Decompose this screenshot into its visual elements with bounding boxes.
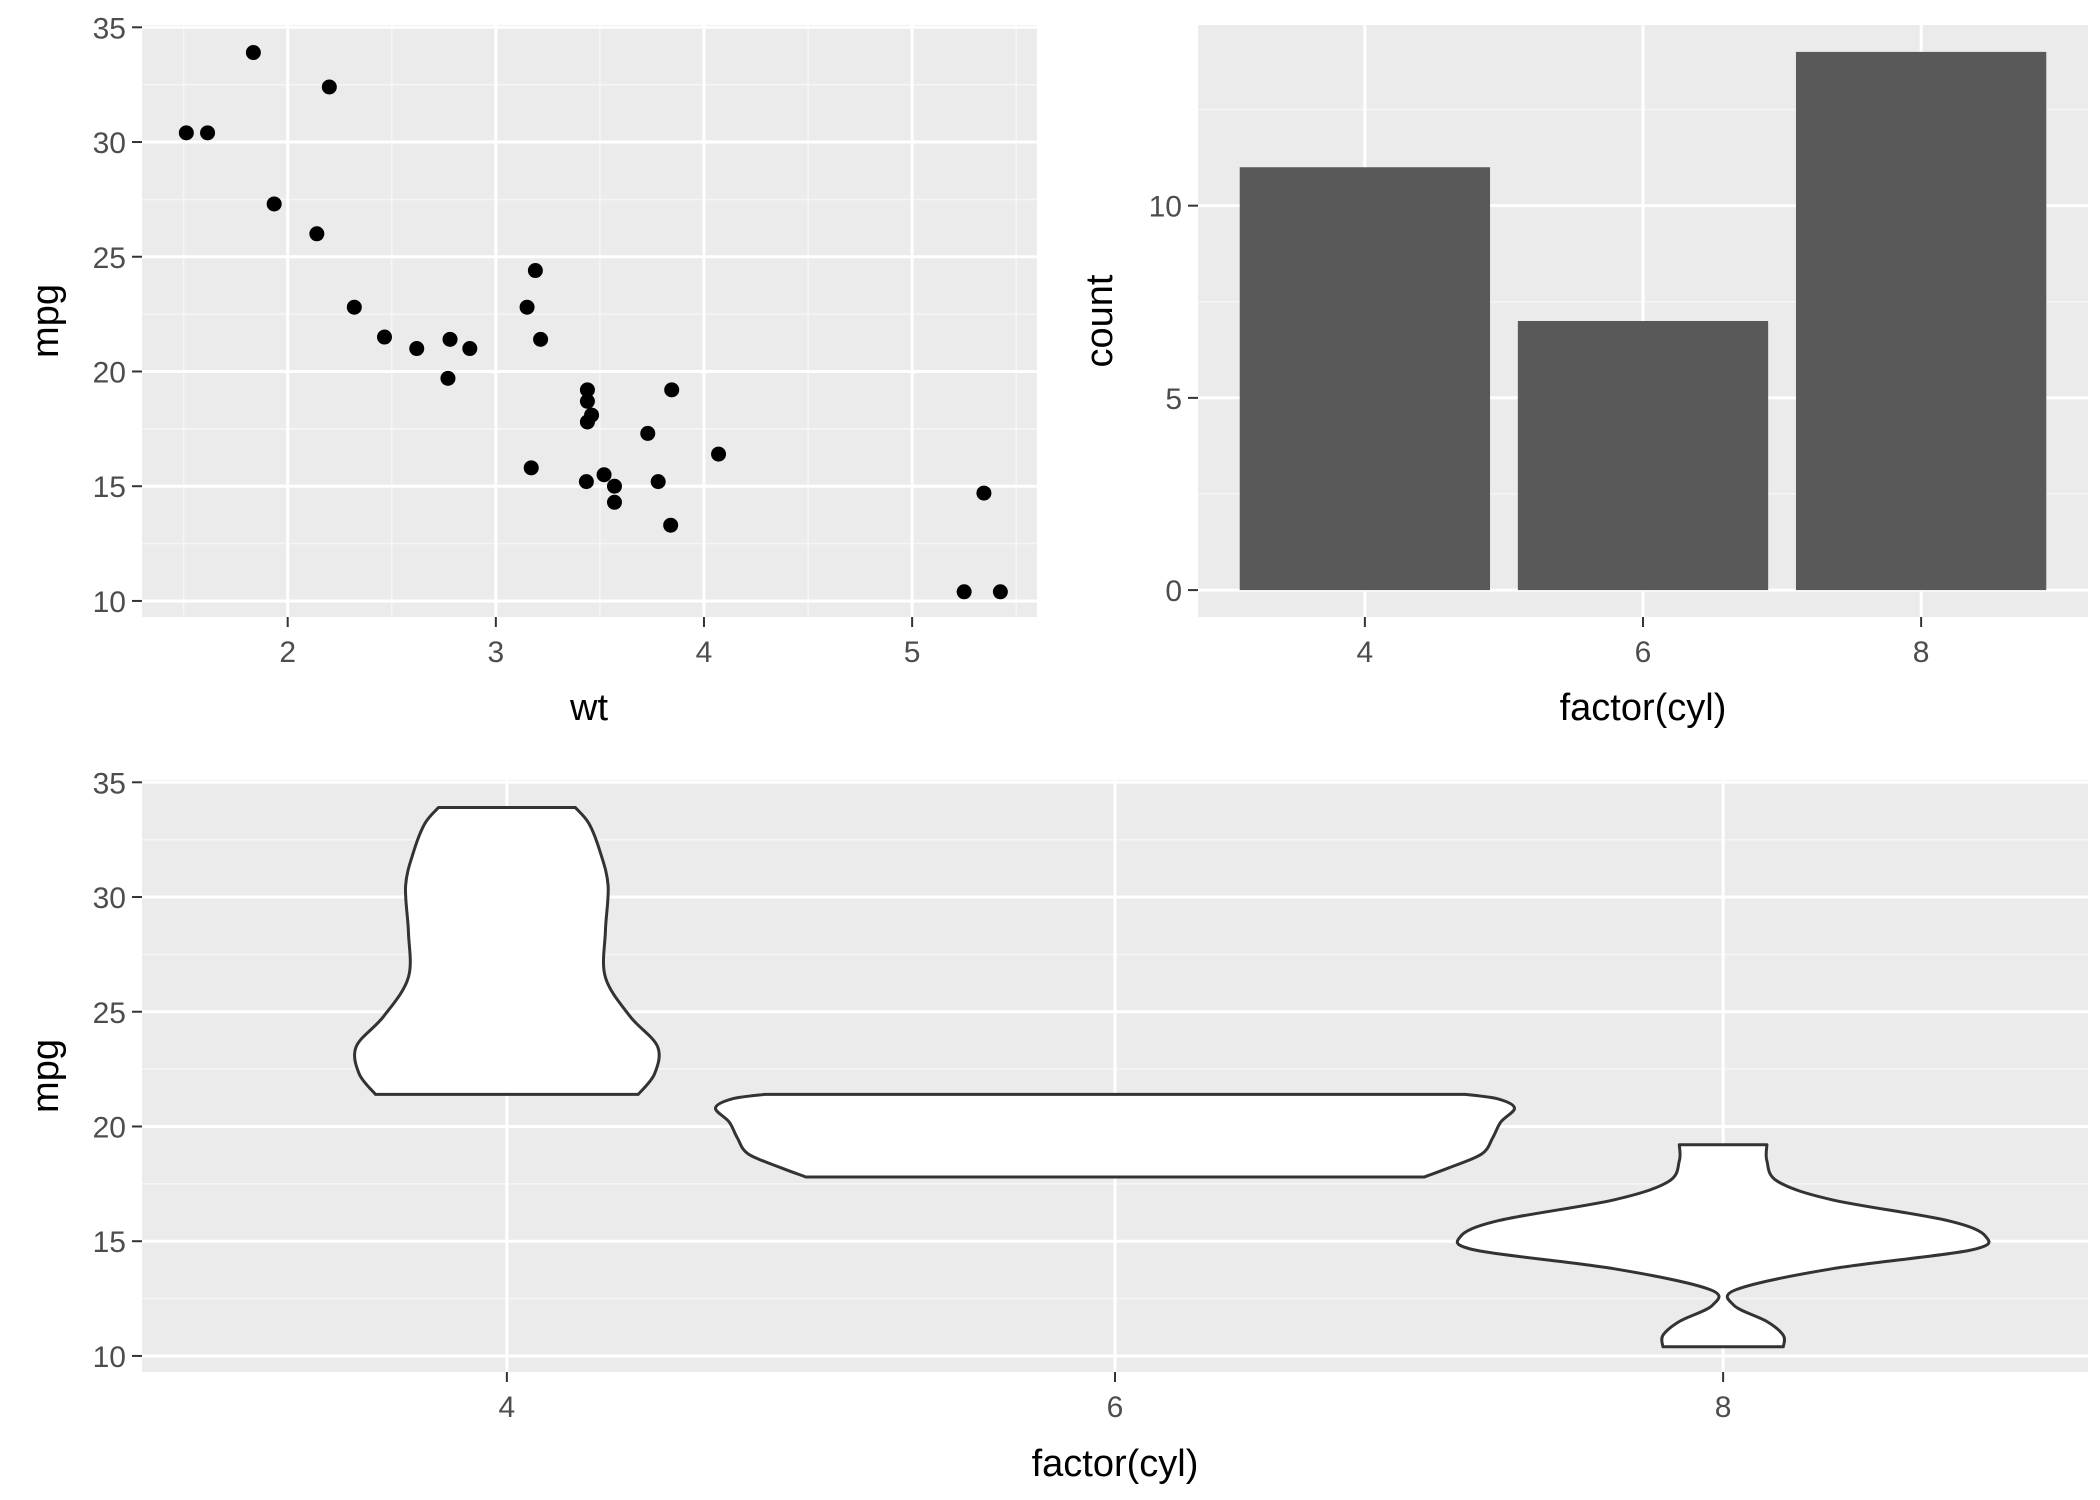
scatter-point [523,460,539,476]
scatter-point [527,263,543,279]
scatter-point [596,467,612,483]
scatter-y-tick-label: 35 [93,12,126,45]
scatter-point [178,125,194,141]
violin-y-axis: 10 15 20 25 30 35 [93,767,142,1374]
scatter-point [579,382,595,398]
violin-y-axis-title: mpg [25,1039,67,1113]
scatter-point [640,425,656,441]
violin-4 [353,806,661,1096]
scatter-point [409,341,425,357]
scatter-point [578,474,594,490]
bar-x-tick-label: 8 [1913,636,1930,669]
scatter-point [200,125,216,141]
scatter-point [309,226,325,242]
bar-x-axis: 4 6 8 [1357,617,1930,669]
bar-4 [1239,167,1491,591]
scatter-x-tick-label: 2 [279,636,296,669]
violin-8 [1455,1143,1991,1349]
scatter-x-tick-label: 5 [904,636,921,669]
bar-y-axis: 0 5 10 [1149,191,1198,608]
scatter-gridlines [142,25,1037,617]
scatter-x-axis-title: wt [569,687,608,729]
bar-6 [1517,321,1769,591]
scatter-point [462,341,478,357]
scatter-point [519,299,535,315]
scatter-point [533,331,549,347]
scatter-point [992,584,1008,600]
scatter-points [178,45,1008,600]
bar-y-axis-title: count [1079,274,1121,367]
scatter-chart: 10 15 20 25 30 35 2 3 4 5 wt mpg [25,12,1037,729]
violin-y-tick-label: 10 [93,1341,126,1374]
bar-x-axis-title: factor(cyl) [1560,687,1727,729]
violin-y-tick-label: 20 [93,1111,126,1144]
scatter-y-axis-title: mpg [25,284,67,358]
violin-y-tick-label: 25 [93,997,126,1030]
violin-y-tick-label: 30 [93,882,126,915]
scatter-point [346,299,362,315]
scatter-y-tick-label: 10 [93,586,126,619]
violin-chart: 10 15 20 25 30 35 4 6 8 factor(cyl) mpg [25,767,2088,1485]
scatter-point [579,393,595,409]
violin-x-tick-label: 6 [1107,1391,1124,1424]
scatter-point [650,474,666,490]
violin-x-tick-label: 4 [499,1391,516,1424]
scatter-y-tick-label: 25 [93,242,126,275]
scatter-point [664,382,680,398]
violin-y-tick-label: 15 [93,1226,126,1259]
violin-6 [714,1092,1516,1179]
bar-chart: 0 5 10 4 6 8 factor(cyl) count [1079,25,2088,729]
scatter-y-tick-label: 20 [93,356,126,389]
scatter-point [663,517,679,533]
scatter-point [440,370,456,386]
scatter-panel-background [142,25,1037,617]
scatter-x-tick-label: 4 [696,636,713,669]
scatter-point [579,414,595,430]
scatter-point [956,584,972,600]
scatter-point [245,45,261,61]
bar-y-tick-label: 0 [1165,575,1182,608]
scatter-y-tick-label: 15 [93,471,126,504]
scatter-point [442,331,458,347]
scatter-x-axis: 2 3 4 5 [279,617,920,669]
scatter-point [606,494,622,510]
violin-x-axis-title: factor(cyl) [1032,1443,1199,1485]
scatter-point [606,478,622,494]
scatter-point [266,196,282,212]
violin-x-axis: 4 6 8 [499,1372,1732,1424]
scatter-point [711,446,727,462]
violin-y-tick-label: 35 [93,767,126,800]
violin-shapes [353,806,1991,1349]
scatter-point [976,485,992,501]
bar-8 [1795,51,2047,591]
bar-y-tick-label: 5 [1165,383,1182,416]
bar-x-tick-label: 6 [1635,636,1652,669]
violin-x-tick-label: 8 [1715,1391,1732,1424]
scatter-y-tick-label: 30 [93,127,126,160]
scatter-point [376,329,392,345]
bar-x-tick-label: 4 [1357,636,1374,669]
scatter-point [321,79,337,95]
bar-bars [1239,51,2047,591]
bar-y-tick-label: 10 [1149,191,1182,224]
scatter-x-tick-label: 3 [487,636,504,669]
scatter-y-axis: 10 15 20 25 30 35 [93,12,142,619]
